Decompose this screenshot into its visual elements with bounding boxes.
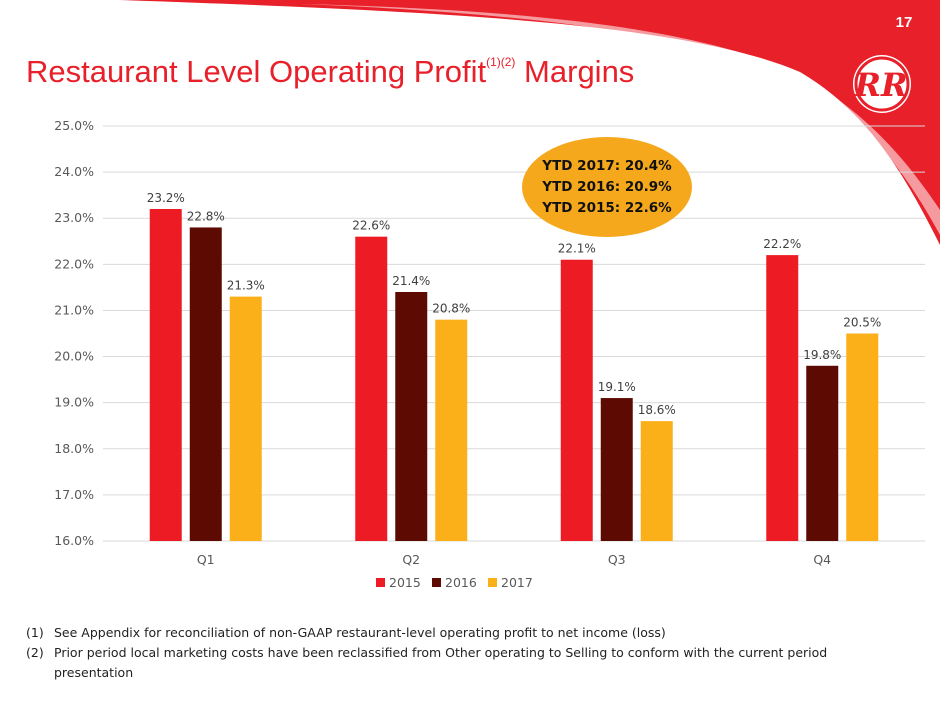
x-axis: Q1 Q2 Q3 Q4: [197, 552, 831, 567]
y-tick-label: 16.0%: [54, 533, 94, 548]
bar-2017-q2: [435, 319, 468, 541]
gridlines: [103, 125, 925, 542]
y-tick-label: 25.0%: [54, 118, 94, 133]
legend-swatch: [488, 578, 497, 587]
y-tick-label: 20.0%: [54, 349, 94, 364]
page-title: Restaurant Level Operating Profit(1)(2) …: [26, 54, 634, 90]
data-label: 22.6%: [352, 219, 390, 233]
legend-swatch: [432, 578, 441, 587]
bar-2016-q2: [395, 292, 428, 541]
bar-2016-q1: [189, 227, 222, 541]
legend-label: 2015: [389, 575, 421, 590]
header-swoosh: [120, 0, 940, 245]
y-tick-label: 21.0%: [54, 302, 94, 317]
footnotes: (1) See Appendix for reconciliation of n…: [26, 623, 906, 683]
footnote-1: (1) See Appendix for reconciliation of n…: [26, 623, 906, 643]
bar-2015-q4: [766, 255, 799, 541]
data-label: 22.8%: [187, 209, 225, 223]
footnote-number: (1): [26, 625, 44, 640]
bar-2016-q3: [600, 398, 633, 541]
bar-2017-q4: [846, 333, 879, 541]
red-robin-logo-icon: RR: [853, 55, 911, 113]
footnote-number: (2): [26, 645, 44, 660]
logo-lettering: RR: [853, 66, 907, 104]
y-tick-label: 22.0%: [54, 256, 94, 271]
y-tick-label: 17.0%: [54, 487, 94, 502]
data-label: 20.5%: [843, 316, 881, 330]
x-tick-label: Q3: [608, 552, 626, 567]
footnote-text: See Appendix for reconciliation of non-G…: [54, 625, 666, 640]
data-label: 22.2%: [763, 237, 801, 251]
legend-label: 2017: [501, 575, 533, 590]
x-tick-label: Q2: [402, 552, 420, 567]
bar-2017-q1: [229, 296, 262, 541]
legend-label: 2016: [445, 575, 477, 590]
data-label: 19.1%: [598, 380, 636, 394]
x-tick-label: Q4: [813, 552, 831, 567]
data-label: 22.1%: [558, 242, 596, 256]
bar-2015-q1: [149, 209, 182, 541]
data-label: 18.6%: [638, 403, 676, 417]
bars: [149, 209, 879, 541]
data-label: 21.3%: [227, 279, 265, 293]
bar-2017-q3: [640, 421, 673, 541]
ytd-2015: YTD 2015: 22.6%: [542, 199, 672, 216]
y-tick-label: 23.0%: [54, 210, 94, 225]
bar-chart: 16.0% 17.0% 18.0% 19.0% 20.0% 21.0% 22.0% 23.0%…: [54, 118, 925, 590]
legend: 2015 2016 2017: [376, 575, 533, 590]
ytd-2017: YTD 2017: 20.4%: [542, 157, 672, 174]
y-tick-label: 18.0%: [54, 441, 94, 456]
data-label: 19.8%: [803, 348, 841, 362]
footnote-text: Prior period local marketing costs have …: [54, 645, 828, 680]
page-number: 17: [895, 14, 913, 31]
data-label: 20.8%: [432, 302, 470, 316]
y-axis: 16.0% 17.0% 18.0% 19.0% 20.0% 21.0% 22.0% 23.0%…: [54, 118, 94, 548]
title-superscript: (1)(2): [486, 55, 516, 69]
bar-2015-q3: [560, 259, 593, 541]
bar-2016-q4: [806, 365, 839, 541]
title-text: Restaurant Level Operating Profit: [26, 54, 487, 89]
y-tick-label: 19.0%: [54, 395, 94, 410]
bar-2015-q2: [355, 236, 388, 541]
data-labels: 23.2%22.8% 21.3% 22.6% 21.4%20.8% 22.1% 19.1%…: [147, 191, 882, 417]
data-label: 23.2%: [147, 191, 185, 205]
y-tick-label: 24.0%: [54, 164, 94, 179]
x-tick-label: Q1: [197, 552, 215, 567]
title-suffix: Margins: [515, 54, 635, 89]
legend-swatch: [376, 578, 385, 587]
ytd-callout: YTD 2017: 20.4% YTD 2016: 20.9% YTD 2015…: [522, 137, 692, 237]
data-label: 21.4%: [392, 274, 430, 288]
footnote-2: (2) Prior period local marketing costs h…: [26, 643, 906, 683]
ytd-2016: YTD 2016: 20.9%: [542, 178, 672, 195]
